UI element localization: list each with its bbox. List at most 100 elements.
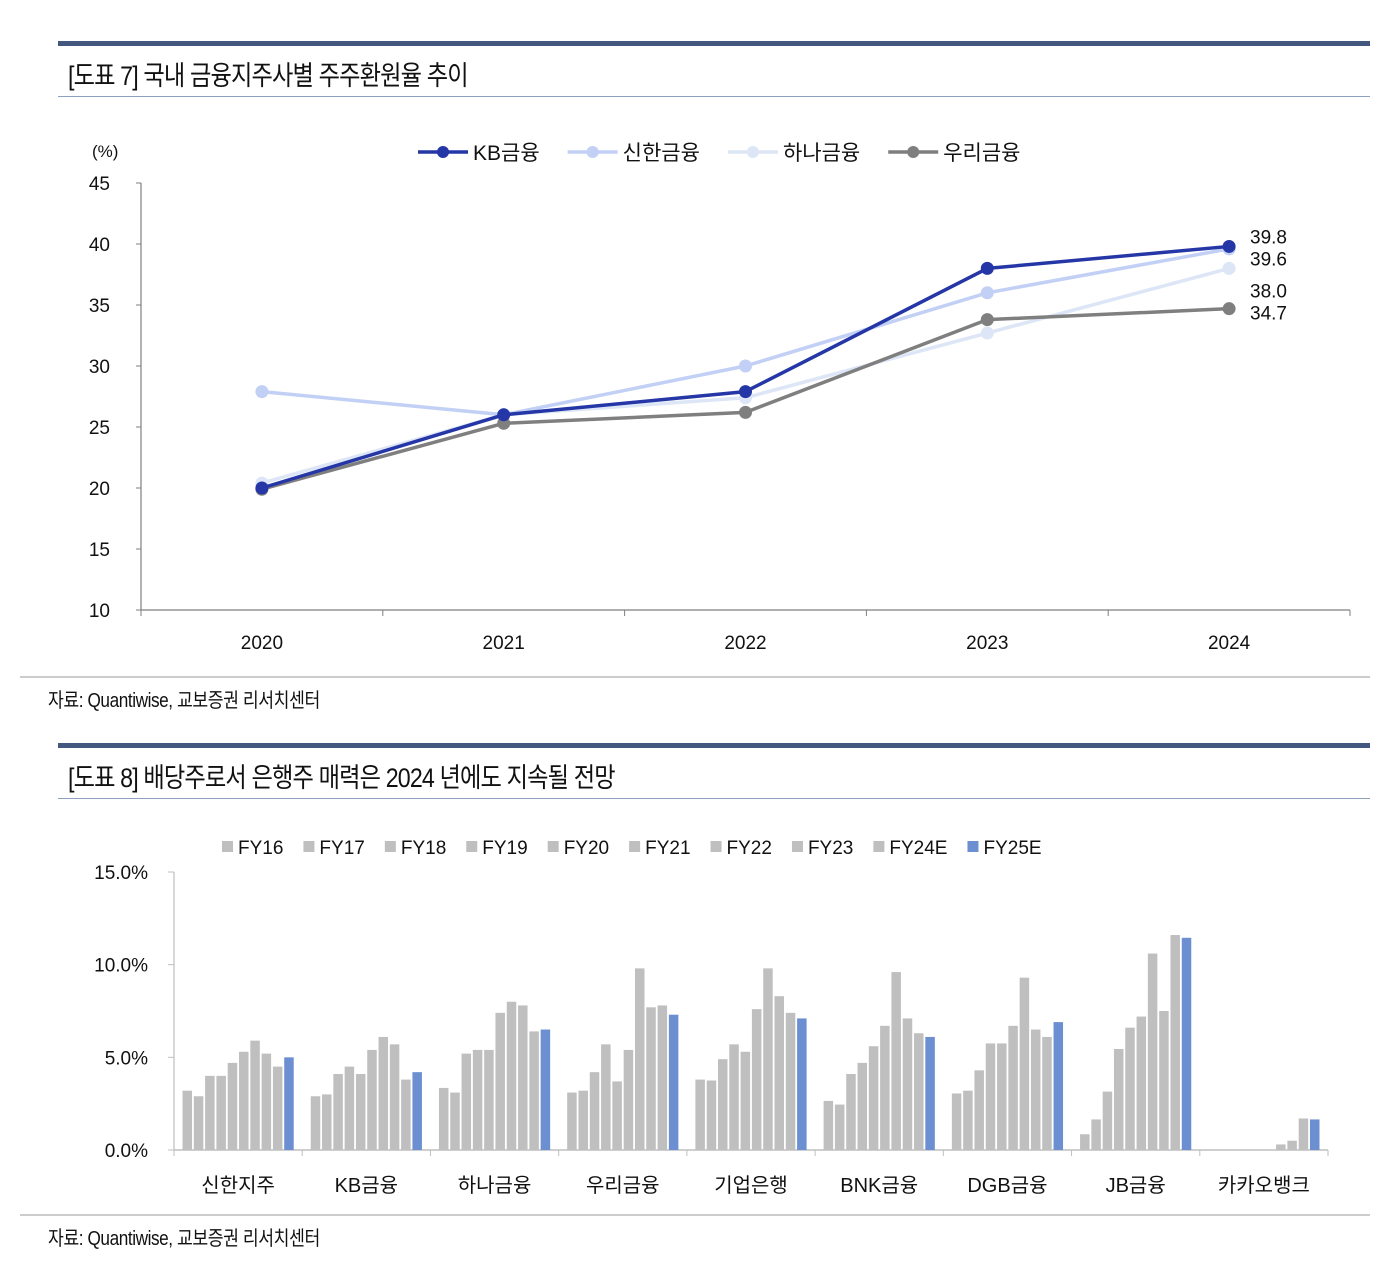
bar-fy18 [461, 1053, 472, 1150]
bar-fy18 [205, 1075, 215, 1150]
bar-fy21 [1136, 1016, 1147, 1150]
legend-swatch-fy25e [967, 841, 979, 852]
legend-swatch-fy22 [710, 841, 722, 852]
bar-fy20 [740, 1051, 751, 1150]
legend-label-kb: KB금융 [473, 142, 540, 165]
y-tick-label: 0.0% [105, 1141, 148, 1162]
bar-fy17 [706, 1080, 717, 1150]
bar-fy20 [227, 1062, 238, 1150]
legend-label-fy25e: FY25E [983, 838, 1041, 859]
bar-fy17 [834, 1104, 845, 1150]
bar-fy21 [495, 1012, 505, 1150]
y-tick-label: 20 [89, 479, 110, 500]
bar-fy22 [1019, 977, 1030, 1150]
legend-label-fy22: FY22 [727, 838, 772, 859]
bar-fy22 [891, 972, 901, 1150]
legend-label-fy23: FY23 [808, 838, 853, 859]
legend-label-woori: 우리금융 [943, 142, 1020, 165]
bar-fy25e [412, 1072, 422, 1150]
section-8-top-bar [58, 743, 1370, 748]
bar-fy21 [239, 1051, 249, 1150]
end-value-label-kb: 39.8 [1250, 227, 1287, 248]
bar-fy23 [1159, 1011, 1169, 1150]
y-tick-label: 10 [89, 601, 110, 622]
bar-fy19 [729, 1044, 739, 1150]
bar-fy23 [518, 1005, 528, 1150]
x-tick-label: DGB금융 [967, 1175, 1047, 1197]
bar-fy23 [389, 1044, 400, 1150]
bar-fy20 [355, 1074, 366, 1150]
bar-fy16 [823, 1100, 834, 1150]
bar-fy16 [951, 1093, 962, 1150]
x-tick-label: KB금융 [335, 1175, 398, 1197]
legend-swatch-fy23 [791, 841, 803, 852]
bar-fy18 [846, 1074, 856, 1150]
data-point-kb [255, 481, 269, 495]
bar-fy20 [997, 1043, 1007, 1150]
bar-fy24e [529, 1031, 539, 1150]
legend-label-fy16: FY16 [238, 838, 283, 859]
chart-8-source: 자료: Quantiwise, 교보증권 리서치센터 [48, 1228, 320, 1250]
bar-fy21 [367, 1049, 377, 1150]
y-tick-label: 35 [89, 296, 110, 317]
legend-label-fy24e: FY24E [889, 838, 947, 859]
bar-fy24e [272, 1066, 283, 1150]
legend-swatch-fy19 [466, 841, 478, 852]
bar-fy23 [774, 996, 784, 1150]
section-7-top-bar [58, 41, 1370, 46]
data-point-kb [739, 385, 752, 399]
bar-fy25e [540, 1029, 551, 1150]
bar-fy16 [1080, 1134, 1090, 1150]
bar-fy23 [261, 1053, 272, 1150]
bar-fy17 [578, 1090, 588, 1150]
x-tick-label: 2022 [724, 633, 766, 654]
legend-label-fy20: FY20 [564, 838, 609, 859]
x-tick-label: 2024 [1208, 633, 1251, 654]
bar-fy25e [1053, 1022, 1064, 1150]
bar-fy23 [902, 1018, 913, 1150]
section-7-title-rule [58, 96, 1370, 97]
data-point-kb [1222, 239, 1236, 253]
bar-fy24e [1042, 1036, 1052, 1150]
legend-marker-kb [437, 146, 449, 158]
bar-fy23 [1030, 1029, 1041, 1150]
legend-label-hana: 하나금융 [783, 142, 860, 165]
end-value-label-woori: 34.7 [1250, 303, 1287, 324]
bar-fy21 [1008, 1025, 1018, 1150]
section-8-title-rule [58, 798, 1370, 799]
x-tick-label: 하나금융 [458, 1174, 532, 1197]
data-point-woori [1222, 302, 1236, 316]
bar-fy16 [567, 1092, 577, 1150]
bar-fy25e [1181, 937, 1192, 1150]
chart-8-source-rule [20, 1214, 1370, 1216]
bar-fy22 [1276, 1144, 1286, 1150]
bar-fy18 [333, 1074, 343, 1150]
legend-swatch-fy16 [222, 841, 233, 852]
bar-fy18 [1102, 1091, 1113, 1150]
data-point-hana [980, 326, 994, 340]
bar-fy25e [668, 1014, 679, 1150]
bar-fy22 [250, 1040, 260, 1150]
legend-swatch-fy20 [547, 841, 559, 852]
bar-fy16 [695, 1079, 705, 1150]
legend-label-fy18: FY18 [401, 838, 446, 859]
x-tick-label: 신한지주 [201, 1174, 275, 1197]
y-axis-unit-label: (%) [92, 142, 118, 161]
bar-fy22 [506, 1001, 517, 1150]
legend-swatch-fy18 [384, 841, 396, 852]
bar-fy20 [868, 1046, 879, 1150]
bar-fy25e [284, 1057, 294, 1150]
data-point-woori [980, 313, 994, 327]
x-tick-label: 카카오뱅크 [1218, 1174, 1310, 1197]
bar-fy16 [310, 1096, 321, 1150]
bar-fy21 [751, 1009, 762, 1150]
bar-fy25e [1309, 1119, 1320, 1150]
bar-fy18 [589, 1072, 600, 1150]
bar-fy24e [1170, 935, 1180, 1150]
bar-fy25e [925, 1036, 935, 1150]
bar-fy19 [601, 1044, 611, 1150]
data-point-kb [980, 261, 994, 275]
bar-fy24e [785, 1012, 796, 1150]
chart-7-source-rule [20, 676, 1370, 678]
bar-fy22 [1147, 953, 1158, 1150]
